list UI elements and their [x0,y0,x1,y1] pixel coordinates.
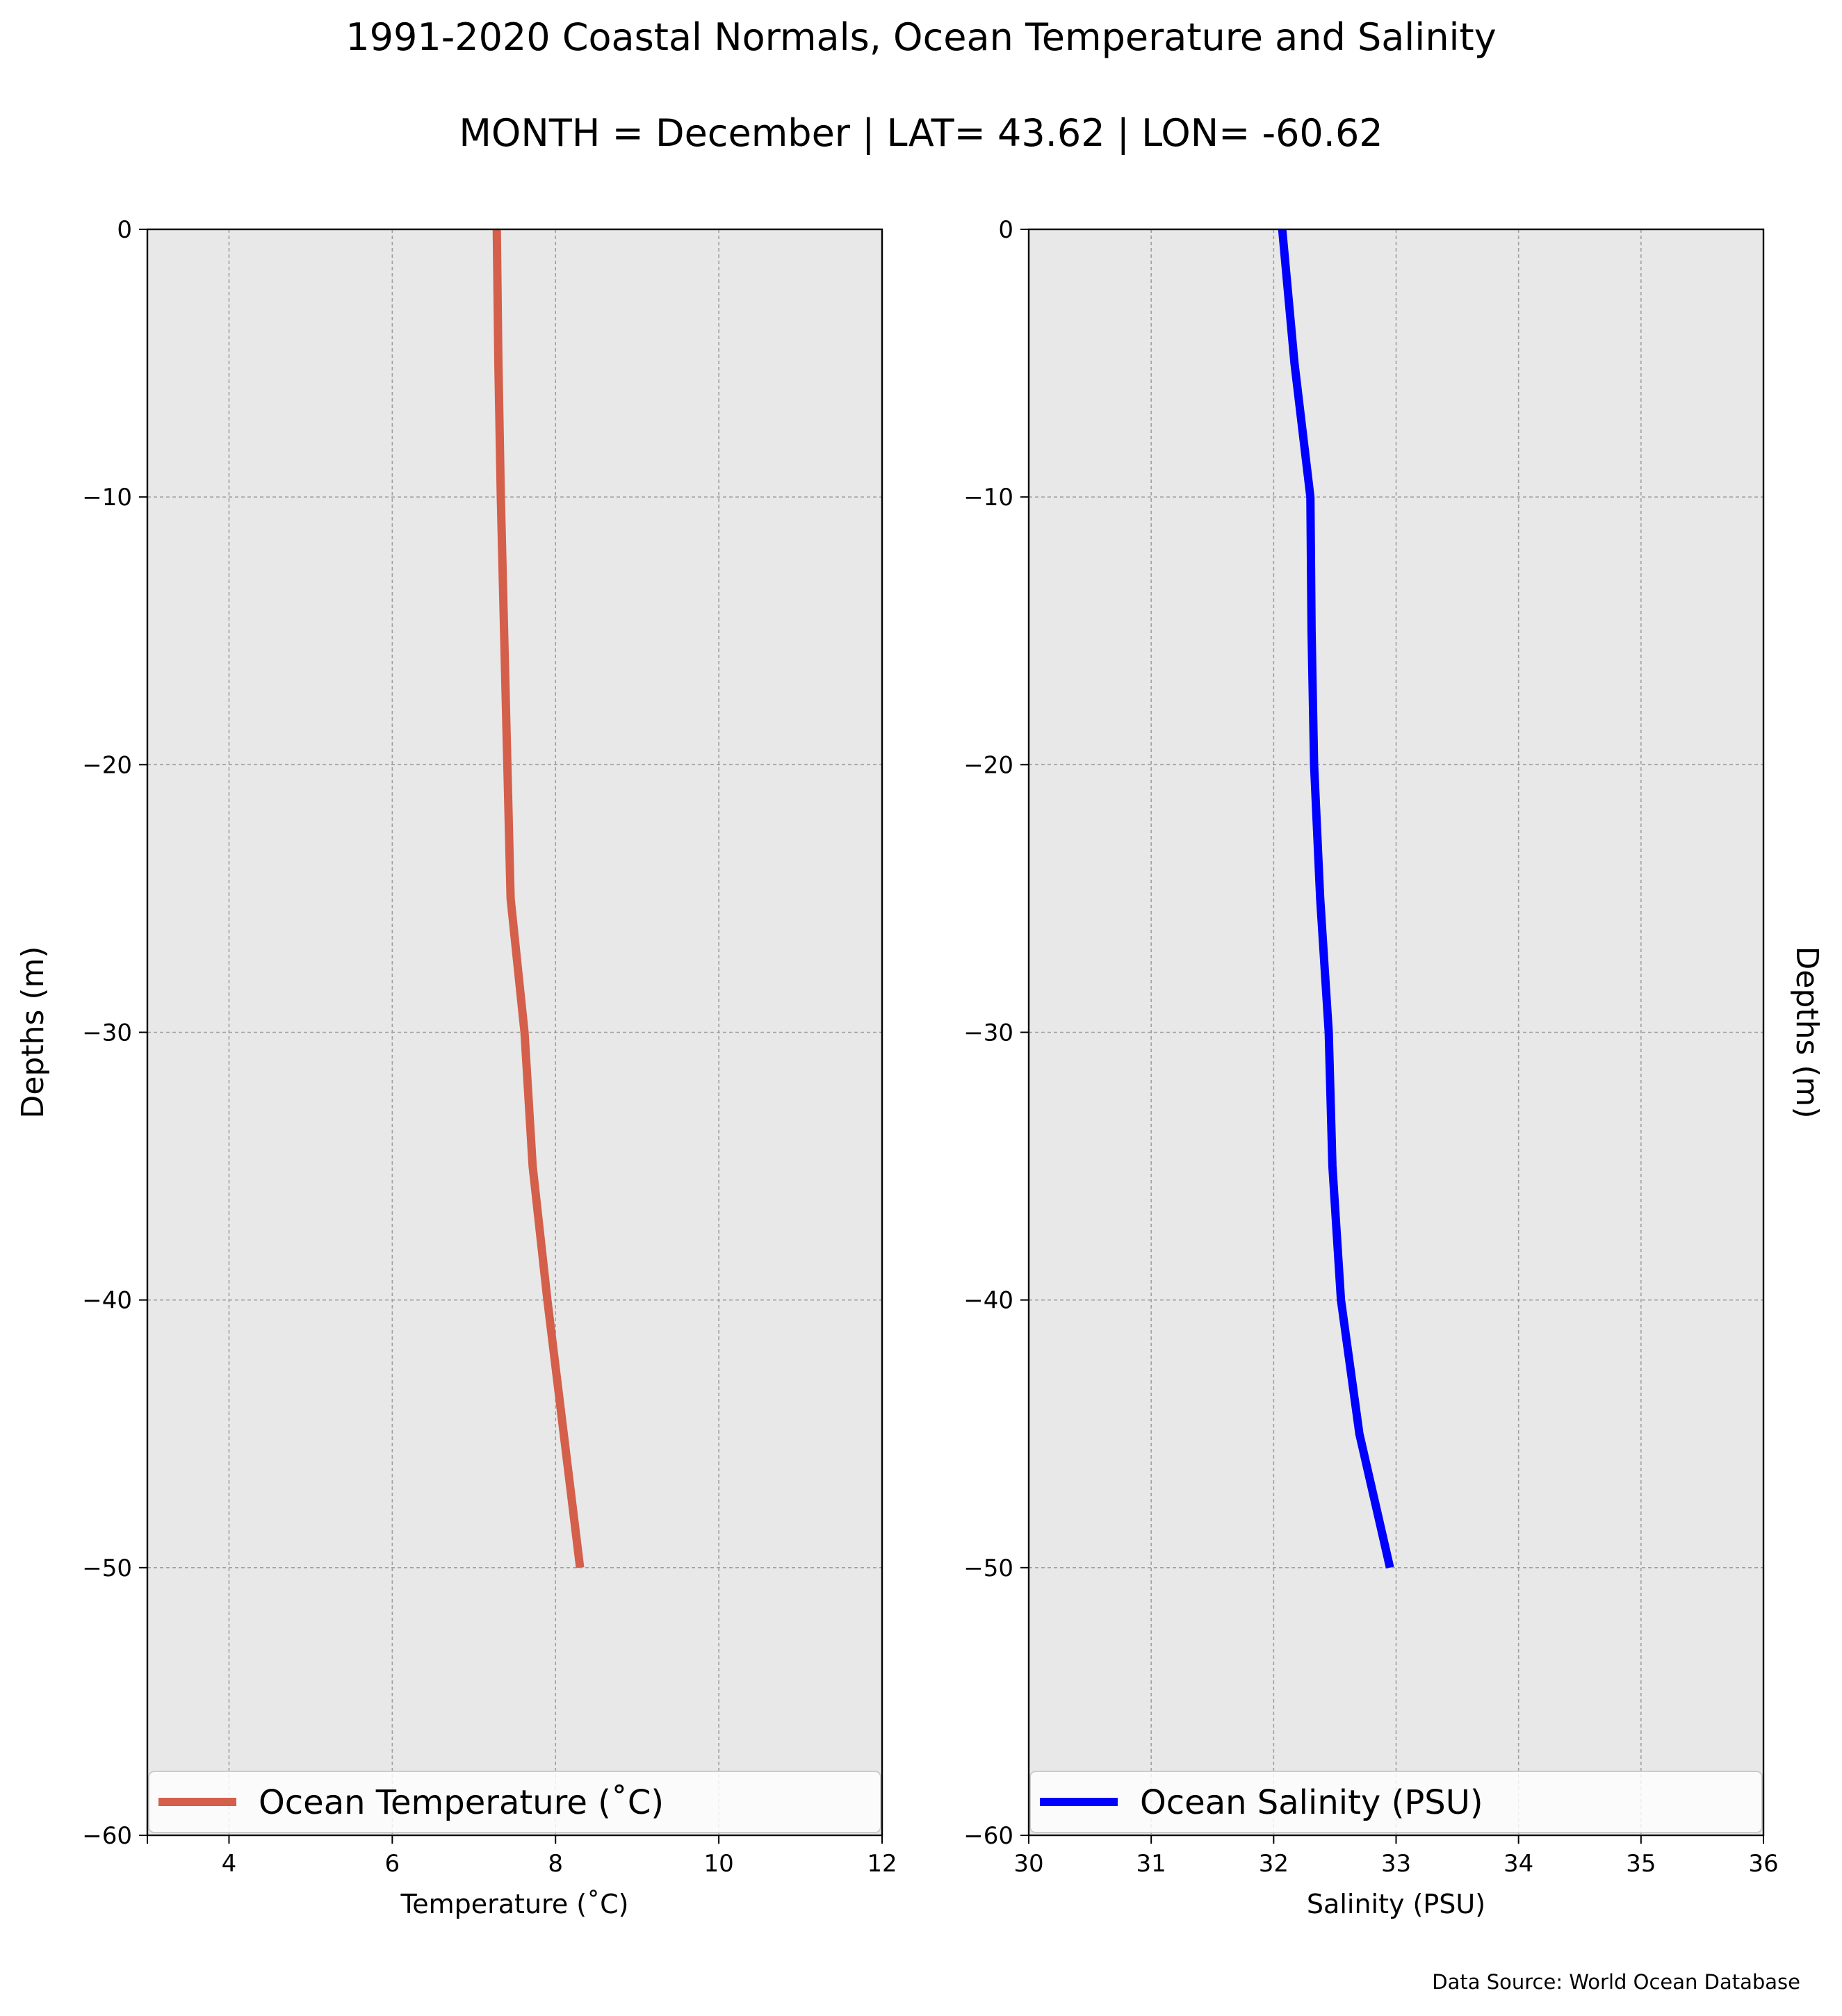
x-tick-label: 32 [1259,1850,1289,1878]
chart-subtitle: MONTH = December | LAT= 43.62 | LON= -60… [459,111,1383,155]
y-tick-label: −60 [82,1822,132,1850]
temperature-panel: Ocean Temperature (˚C) 4 6 8 10 12 0 −10 −20 −30 −… [15,216,897,1919]
y-tick-label: 0 [998,216,1013,244]
legend-box [1029,1771,1763,1833]
x-tick-label: 12 [867,1850,897,1878]
legend-label: Ocean Salinity (PSU) [1140,1783,1483,1822]
x-tick-label: 36 [1748,1850,1778,1878]
series-line [1278,229,1394,1569]
y-axis-label: Depths (m) [15,946,51,1118]
chart-title: 1991-2020 Coastal Normals, Ocean Tempera… [345,15,1496,59]
y-tick-label: −30 [963,1019,1013,1047]
x-tick-label: 35 [1626,1850,1656,1878]
y-tick-label: −50 [82,1555,132,1582]
salinity-panel: Ocean Salinity (PSU) 30 31 32 33 34 35 36 0 −10 −2… [963,216,1825,1919]
x-tick-label: 10 [703,1850,733,1878]
y-tick-label: −10 [82,484,132,511]
x-tick-label: 30 [1013,1850,1043,1878]
x-axis-label: Temperature (˚C) [400,1889,629,1919]
y-tick-label: −20 [82,751,132,779]
x-tick-label: 33 [1381,1850,1411,1878]
source-note: Data Source: World Ocean Database [1432,1970,1800,1994]
x-tick-label: 8 [548,1850,563,1878]
y-tick-label: −60 [963,1822,1013,1850]
x-tick-label: 6 [385,1850,400,1878]
plot-area [147,229,882,1835]
y-tick-label: −40 [963,1287,1013,1315]
y-tick-label: −10 [963,484,1013,511]
x-tick-label: 34 [1503,1850,1533,1878]
x-tick-label: 31 [1136,1850,1166,1878]
legend-label: Ocean Temperature (˚C) [259,1783,664,1822]
y-axis-label: Depths (m) [1789,946,1825,1118]
x-axis-label: Salinity (PSU) [1307,1889,1485,1919]
y-tick-label: −20 [963,751,1013,779]
series-line [492,229,585,1568]
x-tick-label: 4 [222,1850,237,1878]
legend-box [148,1771,881,1833]
y-tick-label: 0 [117,216,132,244]
y-tick-label: −30 [82,1019,132,1047]
y-tick-label: −40 [82,1287,132,1315]
y-tick-label: −50 [963,1555,1013,1582]
